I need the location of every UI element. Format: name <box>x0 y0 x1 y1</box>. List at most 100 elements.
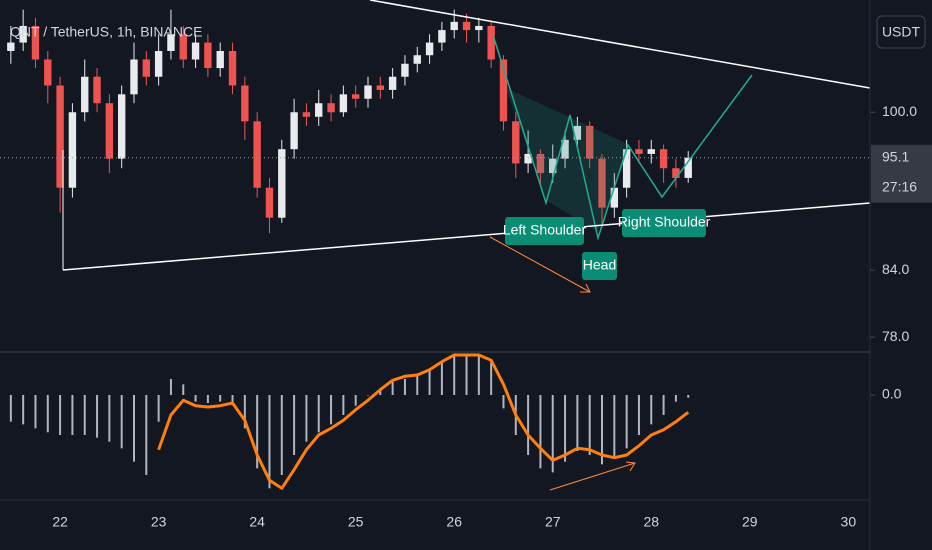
histogram-bar <box>145 395 148 475</box>
x-tick-label: 29 <box>742 514 758 530</box>
candle-body <box>351 94 360 99</box>
annotation-box <box>622 209 706 237</box>
histogram-bar <box>440 361 443 395</box>
candle-body <box>253 121 261 188</box>
histogram-bar <box>132 395 135 462</box>
candle-body <box>475 25 483 31</box>
histogram-bar <box>330 395 333 425</box>
histogram-bar <box>674 395 677 402</box>
histogram-bar <box>416 375 419 395</box>
histogram-bar <box>268 395 271 489</box>
x-tick-label: 23 <box>151 514 167 530</box>
candle-body <box>278 149 286 218</box>
candle-body <box>512 121 520 164</box>
histogram-bar <box>551 395 554 473</box>
histogram-bar <box>576 395 579 451</box>
histogram-bar <box>231 395 234 402</box>
candle-body <box>191 42 200 60</box>
histogram-bar <box>625 395 628 449</box>
countdown: 27:16 <box>882 178 917 194</box>
x-tick-label: 26 <box>446 514 462 530</box>
histogram-bar <box>120 395 123 449</box>
histogram-bar <box>490 361 493 395</box>
candle-body <box>7 42 15 51</box>
histogram-bar <box>502 395 505 409</box>
x-tick-label: 24 <box>249 514 265 530</box>
histogram-bar <box>206 395 209 403</box>
divergence-arrow <box>549 461 636 491</box>
histogram-bar <box>182 384 185 395</box>
candle-body <box>635 149 643 154</box>
last-price-label: 95.1 <box>882 148 909 164</box>
histogram-bar <box>391 381 394 395</box>
candle-body <box>302 112 311 117</box>
currency-box[interactable] <box>876 15 926 49</box>
histogram-bar <box>157 395 160 422</box>
candle-body <box>401 63 409 77</box>
annotation: Head <box>583 257 616 273</box>
histogram-bar <box>219 395 222 402</box>
candle-body <box>425 42 434 56</box>
candle-body <box>56 85 64 188</box>
histogram-bar <box>59 395 62 435</box>
candle-body <box>585 125 594 159</box>
histogram-bar <box>96 395 99 438</box>
candle-body <box>388 76 397 90</box>
histogram-bar <box>169 379 172 395</box>
histogram-bar <box>613 395 616 459</box>
candle-body <box>19 25 27 43</box>
candle-body <box>376 85 385 90</box>
candle-body <box>216 50 224 69</box>
x-tick-label: 30 <box>841 514 857 530</box>
candle-body <box>647 149 655 154</box>
histogram-bar <box>564 395 567 462</box>
chart-title: QNT / TetherUS, 1h, BINANCE <box>10 24 202 40</box>
histogram-bar <box>317 395 320 433</box>
candle-body <box>438 30 446 43</box>
y-tick-label: 100.0 <box>882 103 917 119</box>
histogram-bar <box>367 395 370 396</box>
annotation: Right Shoulder <box>618 214 711 230</box>
candle-body <box>684 157 692 178</box>
candle-body <box>524 153 532 164</box>
currency[interactable]: USDT <box>882 24 921 40</box>
candle-body <box>450 21 458 31</box>
histogram-bar <box>22 395 25 425</box>
histogram-bar <box>342 395 345 415</box>
histogram-bar <box>662 395 665 415</box>
candle-body <box>462 21 471 31</box>
candle-body <box>105 103 114 159</box>
candle-body <box>573 125 582 140</box>
candle-body <box>413 55 421 64</box>
candle-body <box>598 158 606 208</box>
candle-body <box>44 59 52 86</box>
histogram-bar <box>280 395 283 475</box>
candle-body <box>142 59 151 77</box>
histogram-bar <box>687 395 690 398</box>
histogram-bar <box>83 395 86 435</box>
trendline <box>62 202 871 271</box>
pattern-line <box>492 34 753 241</box>
candle-body <box>487 25 495 60</box>
histogram-bar <box>256 395 259 469</box>
histogram-bar <box>539 395 542 469</box>
trendline <box>369 0 871 89</box>
candle-body <box>549 158 557 174</box>
histogram-bar <box>379 388 382 395</box>
candle-body <box>622 149 631 188</box>
candle-body <box>241 85 249 122</box>
candle-body <box>179 34 187 60</box>
annotation: Left Shoulder <box>503 222 587 238</box>
candle-body <box>154 50 163 77</box>
candle-body <box>81 76 89 113</box>
histogram-bar <box>453 355 456 395</box>
histogram-bar <box>650 395 653 425</box>
divergence-arrow <box>489 236 591 293</box>
candle-body <box>499 59 508 122</box>
histogram-bar <box>9 395 12 422</box>
histogram-bar <box>637 395 640 435</box>
candle-body <box>204 42 212 69</box>
candle-body <box>130 59 138 95</box>
x-tick-label: 22 <box>52 514 68 530</box>
annotation-box <box>505 217 584 245</box>
